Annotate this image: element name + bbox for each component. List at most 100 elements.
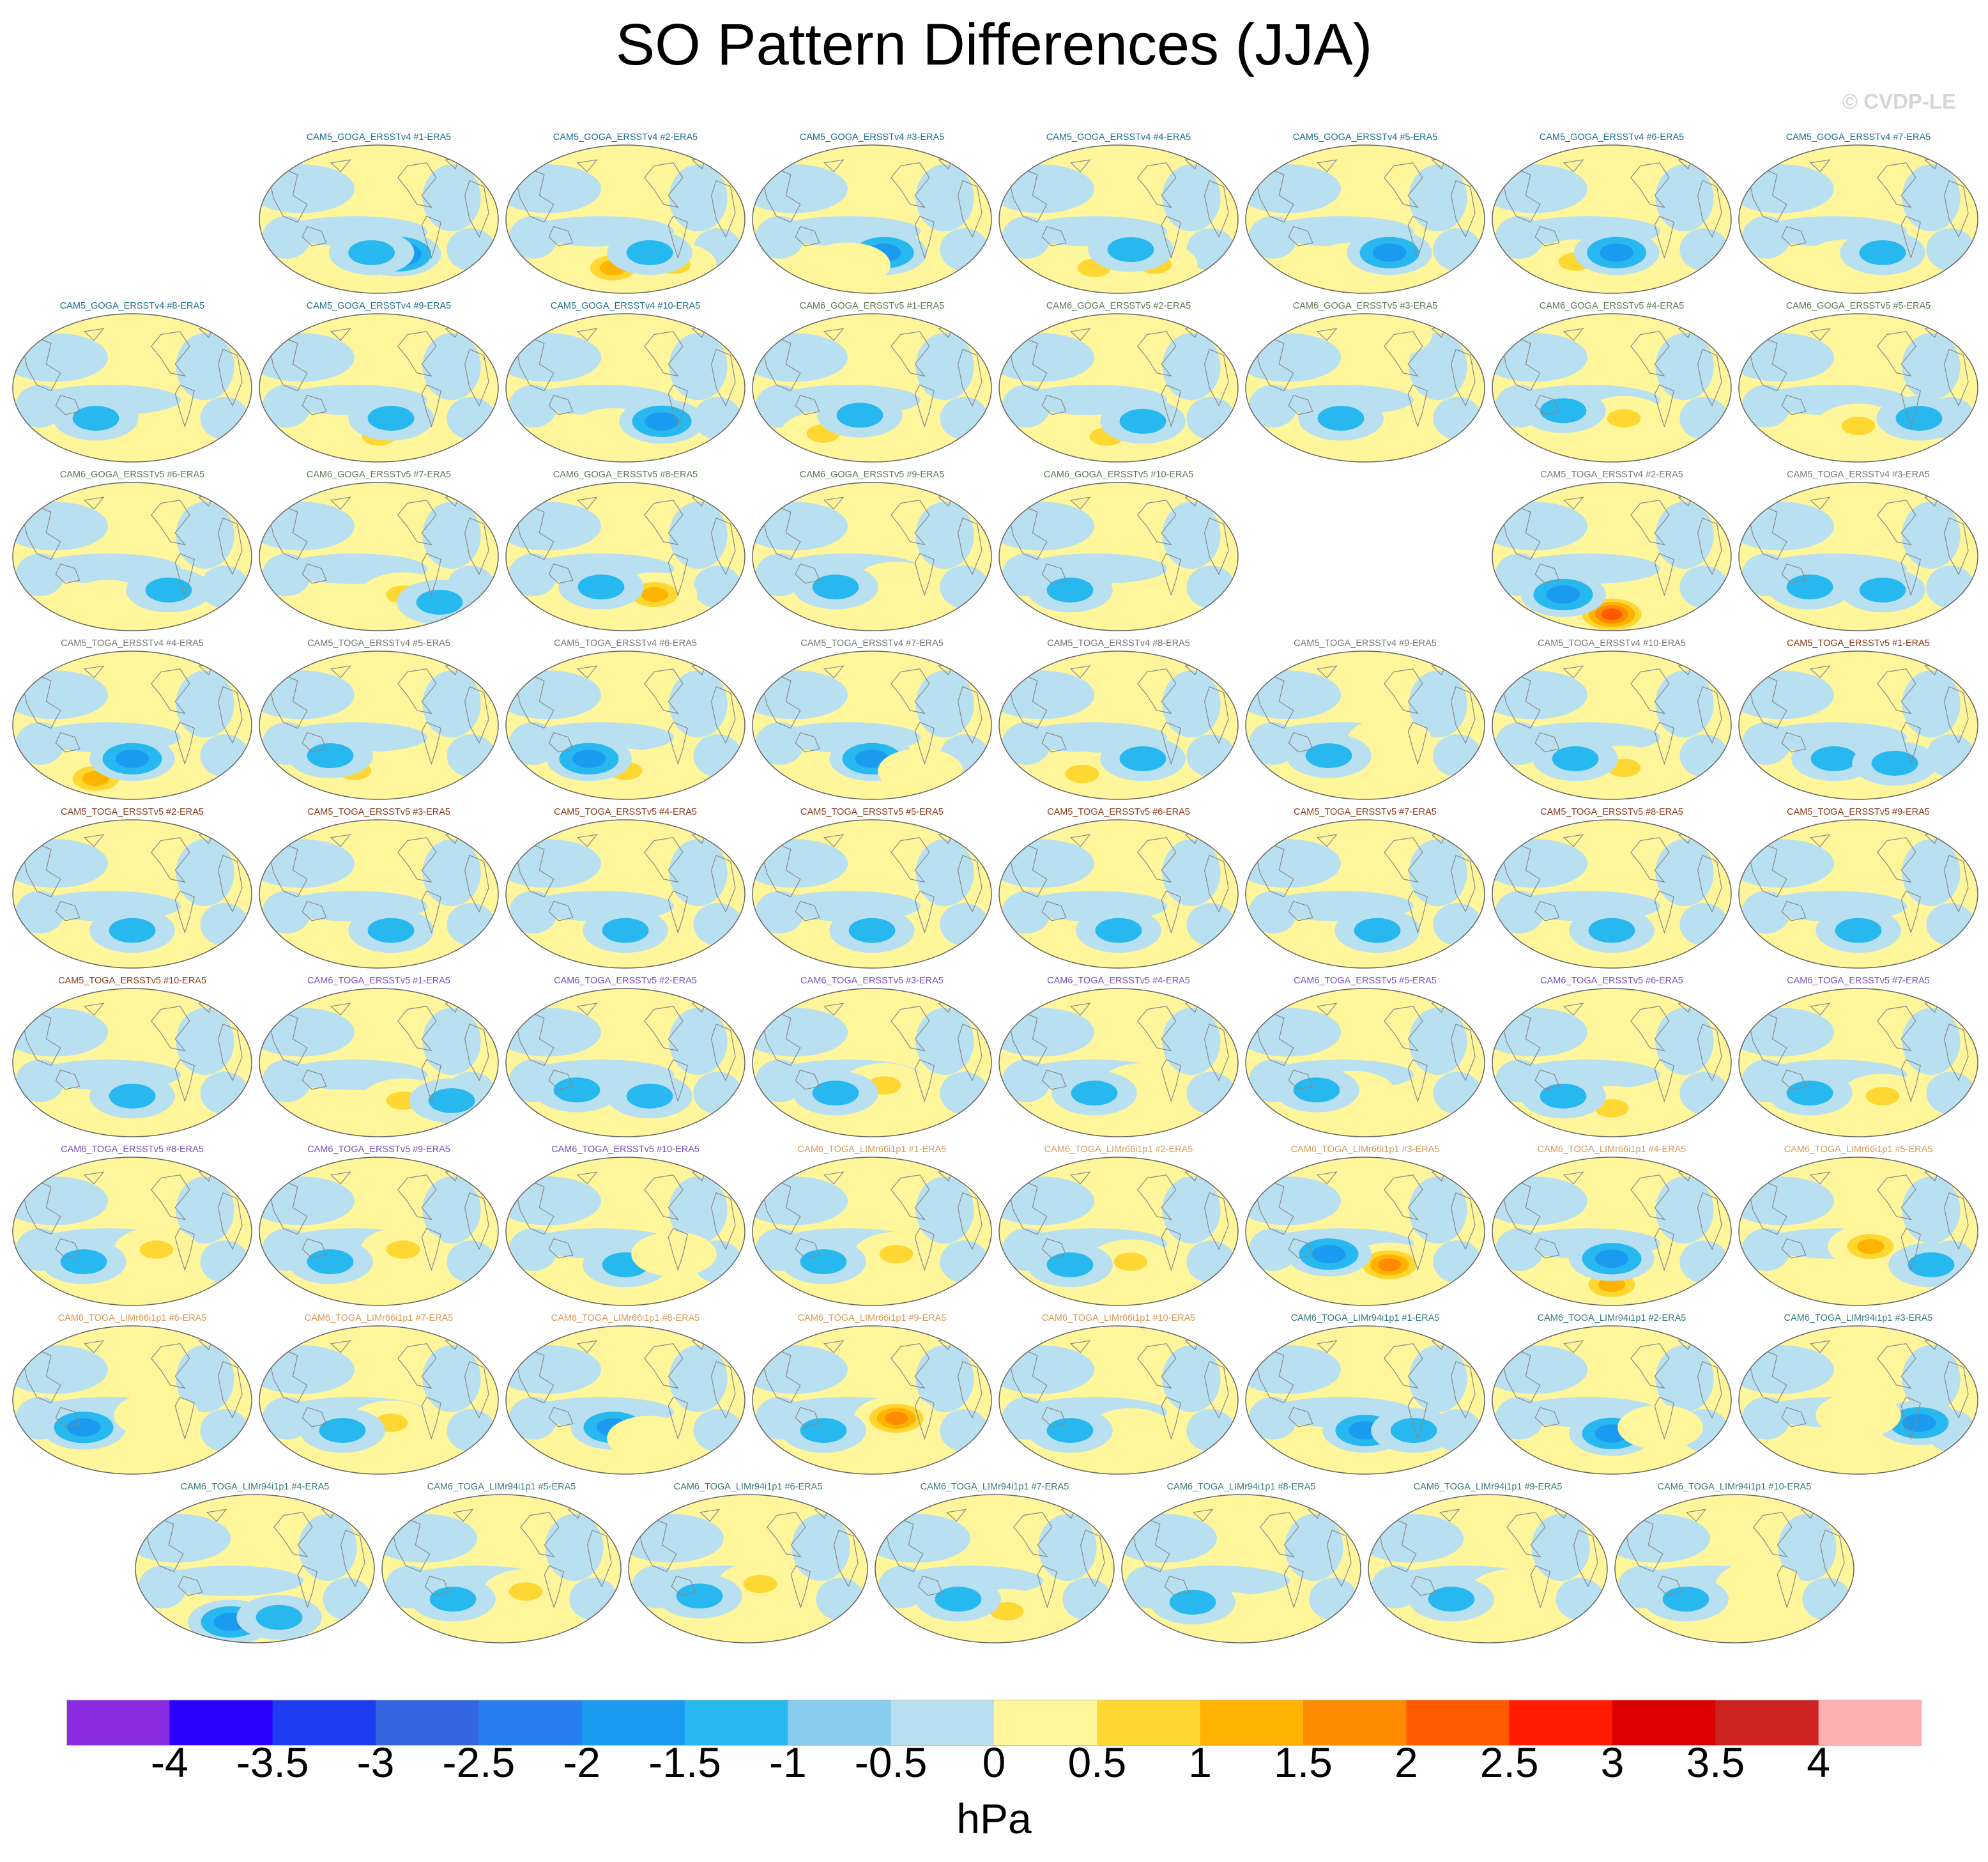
coastline — [397, 668, 437, 714]
coastline — [1137, 668, 1177, 714]
coastline — [55, 1238, 80, 1259]
map-field — [505, 988, 746, 1137]
map-field — [1245, 819, 1485, 969]
coastline — [1288, 1069, 1313, 1090]
coastline — [520, 1512, 560, 1558]
field-band — [15, 385, 65, 427]
map-field — [1738, 650, 1978, 800]
anomaly-contour — [935, 1587, 982, 1612]
map-field — [505, 482, 746, 631]
coastline — [548, 226, 574, 247]
coastline — [464, 1360, 489, 1419]
colorbar-swatch — [581, 1700, 685, 1746]
field-band — [176, 1345, 234, 1413]
field-band — [1655, 502, 1714, 569]
panel-title: CAM6_TOGA_LIMr94i1p1 #7-ERA5 — [920, 1482, 1069, 1492]
coastline — [1137, 1006, 1177, 1052]
colorbar-swatch — [788, 1700, 892, 1746]
map-border — [259, 144, 499, 294]
panel-title: CAM5_GOGA_ERSSTv4 #7-ERA5 — [1785, 132, 1931, 142]
colorbar-swatch — [66, 1700, 170, 1746]
coastline — [668, 1059, 688, 1103]
coastline — [397, 837, 437, 883]
anomaly-contour — [1607, 409, 1641, 427]
field-band — [1002, 891, 1051, 934]
map-border — [1492, 482, 1732, 631]
coastline — [1654, 553, 1674, 597]
map-border — [998, 1325, 1239, 1475]
coastline — [1630, 331, 1670, 377]
coastline — [1137, 162, 1177, 208]
coastline — [1781, 1406, 1807, 1427]
map-field — [1614, 1494, 1854, 1643]
coastline — [1161, 384, 1181, 428]
anomaly-contour — [1293, 1077, 1340, 1103]
coastline — [1450, 1023, 1476, 1082]
panel-title: CAM5_TOGA_ERSSTv4 #8-ERA5 — [1047, 638, 1190, 649]
anomaly-contour — [115, 750, 149, 768]
map-border — [259, 988, 499, 1137]
coastline — [1384, 1006, 1423, 1052]
field-band — [878, 1566, 927, 1608]
coastline — [1943, 1023, 1969, 1082]
field-band — [1655, 839, 1714, 907]
coastline — [1563, 834, 1584, 847]
coastline — [1384, 837, 1423, 883]
field-band — [1162, 1345, 1221, 1413]
map-border — [505, 650, 746, 800]
anomaly-contour — [1546, 585, 1580, 604]
coastline — [1161, 215, 1181, 259]
map-border — [1368, 1494, 1608, 1643]
coastline — [151, 331, 190, 377]
coastline — [823, 1171, 845, 1185]
colorbar-tick-label: 0 — [982, 1739, 1006, 1786]
map-panel: CAM5_GOGA_ERSSTv4 #7-ERA5 — [1735, 132, 1982, 299]
coastline — [330, 665, 351, 679]
map-border — [752, 1157, 992, 1306]
coastline — [178, 1575, 203, 1596]
map-field — [12, 819, 252, 969]
coastline — [1654, 890, 1674, 934]
field-band — [1741, 891, 1791, 934]
coastline — [1534, 1238, 1560, 1259]
coastline — [1781, 732, 1807, 753]
coastline — [151, 837, 190, 883]
panel-title: CAM6_TOGA_LIMr66i1p1 #7-ERA5 — [304, 1313, 454, 1323]
colorbar-swatch — [1612, 1700, 1716, 1746]
map-border — [1738, 1325, 1978, 1475]
colorbar-swatch — [994, 1700, 1097, 1746]
map-panel: CAM6_TOGA_LIMr94i1p1 #1-ERA5 — [1242, 1312, 1488, 1480]
panel-title: CAM5_TOGA_ERSSTv4 #3-ERA5 — [1787, 470, 1930, 480]
map-panel: CAM6_TOGA_LIMr66i1p1 #8-ERA5 — [502, 1312, 749, 1480]
coastline — [1069, 1340, 1091, 1353]
coastline — [710, 1360, 736, 1419]
anomaly-contour — [1095, 918, 1142, 943]
map-border — [12, 988, 252, 1137]
coastline — [151, 500, 190, 546]
colorbar-tick-labels: -4 -3.5 -3 -2.5 -2 -1.5 -1 -0.5 0 0.5 1 1.5 2 2.5 3 3.5… — [0, 1738, 1988, 1796]
map-border — [12, 482, 252, 631]
panel-title: CAM6_TOGA_LIMr94i1p1 #9-ERA5 — [1413, 1482, 1563, 1492]
coastline — [1204, 854, 1229, 913]
anomaly-contour — [824, 252, 871, 277]
map-field — [1245, 313, 1485, 463]
map-panel: CAM5_GOGA_ERSSTv4 #6-ERA5 — [1488, 132, 1735, 299]
map-panel: CAM6_TOGA_ERSSTv5 #3-ERA5 — [749, 975, 995, 1143]
coastline — [891, 162, 930, 208]
field-band — [1002, 722, 1051, 765]
map-border — [505, 988, 746, 1137]
coastline — [1013, 1512, 1053, 1558]
map-border — [12, 650, 252, 800]
coastline — [1161, 1059, 1181, 1103]
coastline — [1654, 215, 1674, 259]
map-panel: CAM5_GOGA_ERSSTv4 #1-ERA5 — [256, 132, 502, 299]
coastline — [1943, 517, 1969, 576]
anomaly-contour — [641, 587, 668, 603]
anomaly-contour — [319, 1418, 366, 1443]
map-border — [628, 1494, 868, 1643]
map-panel: CAM5_GOGA_ERSSTv4 #9-ERA5 — [256, 300, 502, 468]
field-band — [176, 333, 234, 401]
anomaly-contour — [84, 589, 132, 615]
coastline — [330, 1340, 351, 1353]
field-band — [176, 839, 234, 907]
